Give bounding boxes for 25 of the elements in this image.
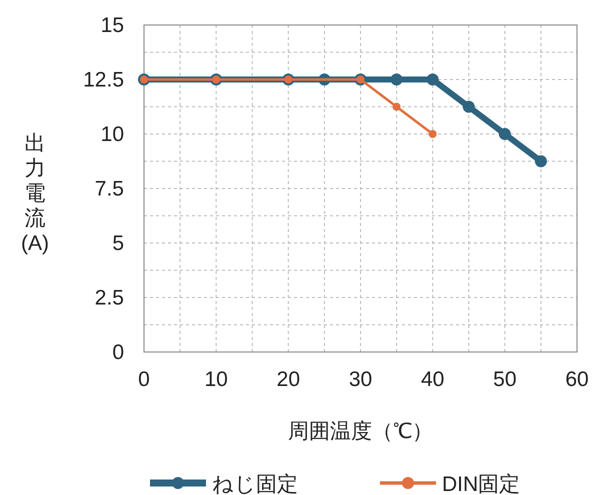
y-tick-label: 7.5 [94,178,124,200]
point [462,100,475,113]
y-axis-title: 出力電流(A) [21,132,49,255]
x-axis-title: 周囲温度（℃） [288,420,433,443]
legend-label: DIN固定 [442,473,520,495]
point [498,128,511,140]
y-tick-label: 2.5 [94,286,124,310]
y-tick-label: 15 [100,14,124,37]
point [534,155,547,168]
point [428,130,437,138]
legend-label: ねじ固定 [212,473,298,495]
x-tick-label: 50 [493,368,517,391]
x-tick-label: 40 [420,368,444,391]
y-tick-label: 12.5 [83,68,124,92]
x-tick-label: 20 [276,368,300,391]
x-tick-label: 10 [204,368,228,391]
x-tick-label: 0 [138,368,150,391]
point [392,102,401,111]
y-tick-label: 0 [112,341,124,364]
y-tick-label: 5 [112,232,124,255]
x-tick-label: 30 [348,368,372,391]
y-tick-label: 10 [100,123,124,146]
point [426,74,439,86]
point [390,74,403,86]
x-tick-label: 60 [565,368,589,391]
